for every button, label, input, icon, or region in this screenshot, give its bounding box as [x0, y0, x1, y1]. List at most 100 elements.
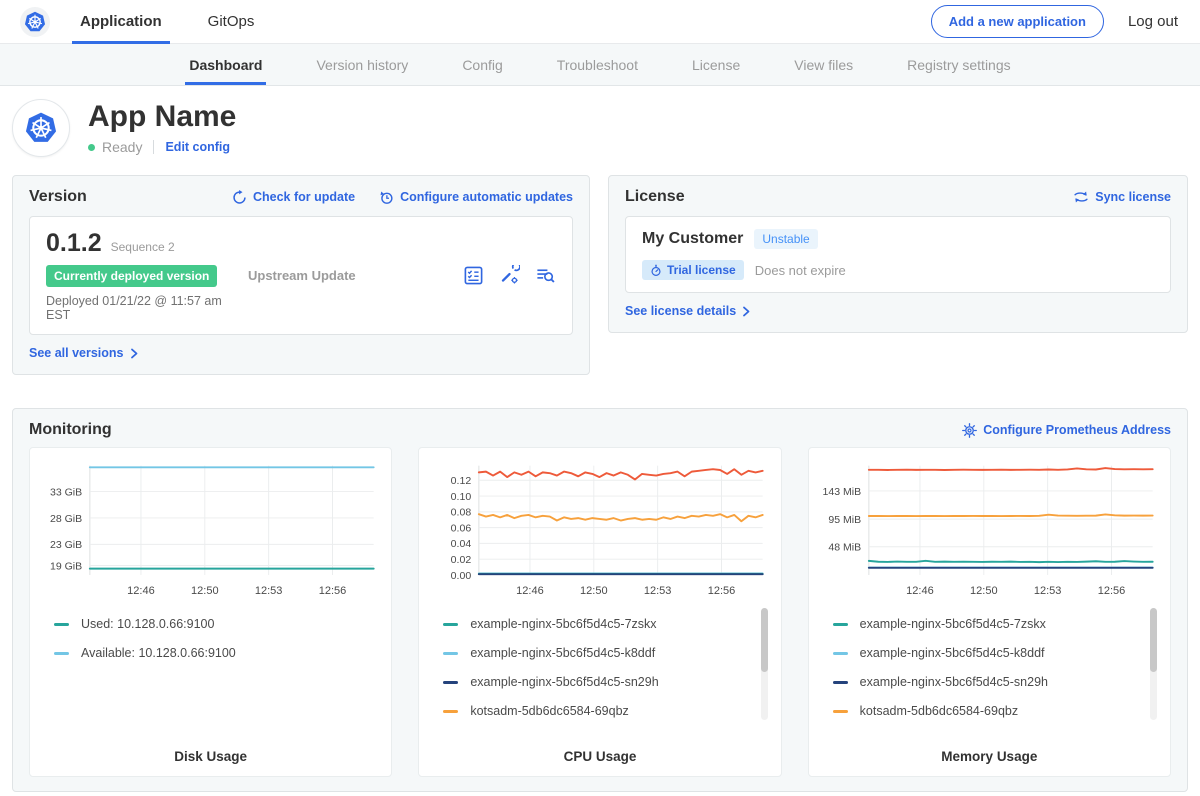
refresh-icon	[232, 190, 247, 205]
svg-text:12:53: 12:53	[255, 585, 283, 597]
scrollbar-thumb[interactable]	[1150, 608, 1157, 672]
svg-text:12:53: 12:53	[644, 585, 672, 597]
add-application-button[interactable]: Add a new application	[931, 5, 1104, 38]
page-title: App Name	[88, 101, 236, 133]
see-all-versions-label: See all versions	[29, 346, 124, 360]
tab-registry-settings[interactable]: Registry settings	[907, 44, 1010, 85]
disk-usage-chart: 12:4612:5012:5312:5633 GiB28 GiB23 GiB19…	[40, 458, 381, 602]
sync-license-label: Sync license	[1095, 190, 1171, 204]
legend-item: example-nginx-5bc6f5d4c5-k8ddf	[833, 639, 1142, 668]
cpu-usage-chart-card: 12:4612:5012:5312:560.120.100.080.060.04…	[418, 447, 781, 777]
edit-config-link[interactable]: Edit config	[165, 140, 230, 154]
deployed-badge: Currently deployed version	[46, 265, 217, 287]
stopwatch-icon	[650, 264, 662, 277]
legend-label: example-nginx-5bc6f5d4c5-sn29h	[470, 675, 658, 689]
chevron-right-icon	[129, 348, 139, 359]
tab-license[interactable]: License	[692, 44, 740, 85]
ready-status-dot	[88, 144, 95, 151]
svg-text:95 MiB: 95 MiB	[828, 514, 861, 526]
sync-license-link[interactable]: Sync license	[1073, 190, 1171, 204]
see-all-versions-link[interactable]: See all versions	[29, 346, 139, 360]
tab-troubleshoot[interactable]: Troubleshoot	[557, 44, 638, 85]
tab-dashboard[interactable]: Dashboard	[189, 44, 262, 85]
release-notes-icon[interactable]	[463, 265, 484, 286]
see-license-details-label: See license details	[625, 304, 736, 318]
tab-application[interactable]: Application	[78, 0, 164, 44]
disk-usage-chart-card: 12:4612:5012:5312:5633 GiB28 GiB23 GiB19…	[29, 447, 392, 777]
legend-scrollbar[interactable]	[761, 608, 768, 720]
disk-usage-legend: Used: 10.128.0.66:9100 Available: 10.128.…	[40, 602, 381, 745]
svg-text:0.00: 0.00	[451, 570, 472, 582]
legend-label: example-nginx-5bc6f5d4c5-k8ddf	[470, 646, 655, 660]
scrollbar-thumb[interactable]	[761, 608, 768, 672]
svg-text:0.08: 0.08	[451, 507, 472, 519]
chevron-right-icon	[741, 306, 751, 317]
version-source-label: Upstream Update	[248, 268, 463, 283]
tab-version-history[interactable]: Version history	[316, 44, 408, 85]
svg-text:12:46: 12:46	[127, 585, 155, 597]
configure-automatic-updates-link[interactable]: Configure automatic updates	[379, 190, 573, 205]
chart-title: CPU Usage	[429, 745, 770, 764]
license-type-badge: Trial license	[642, 260, 744, 280]
legend-item: example-nginx-5bc6f5d4c5-7zskx	[833, 610, 1142, 639]
legend-color-dash	[443, 710, 458, 713]
deployed-timestamp: Deployed 01/21/22 @ 11:57 am EST	[46, 294, 248, 322]
svg-text:12:56: 12:56	[708, 585, 736, 597]
legend-label: Available: 10.128.0.66:9100	[81, 646, 236, 660]
kubernetes-logo-icon	[20, 7, 50, 37]
legend-scrollbar[interactable]	[1150, 608, 1157, 720]
license-expiry: Does not expire	[755, 263, 846, 278]
current-version-panel: 0.1.2 Sequence 2 Currently deployed vers…	[29, 216, 573, 335]
svg-text:0.02: 0.02	[451, 554, 472, 566]
svg-text:12:50: 12:50	[970, 585, 998, 597]
legend-item: example-nginx-5bc6f5d4c5-7zskx	[443, 610, 752, 639]
logout-button[interactable]: Log out	[1128, 13, 1178, 30]
check-for-update-link[interactable]: Check for update	[232, 190, 355, 205]
configure-automatic-updates-label: Configure automatic updates	[400, 190, 573, 204]
svg-text:33 GiB: 33 GiB	[50, 486, 82, 498]
license-card-title: License	[625, 188, 685, 206]
svg-text:0.06: 0.06	[451, 522, 472, 534]
svg-text:12:56: 12:56	[319, 585, 347, 597]
legend-label: example-nginx-5bc6f5d4c5-k8ddf	[860, 646, 1045, 660]
legend-color-dash	[54, 652, 69, 655]
deploy-logs-icon[interactable]	[535, 265, 556, 286]
legend-color-dash	[443, 623, 458, 626]
cpu-usage-chart: 12:4612:5012:5312:560.120.100.080.060.04…	[429, 458, 770, 602]
see-license-details-link[interactable]: See license details	[625, 304, 751, 318]
svg-text:12:50: 12:50	[191, 585, 219, 597]
legend-label: kotsadm-5db6dc6584-69qbz	[470, 704, 628, 718]
version-card-title: Version	[29, 188, 87, 206]
tab-view-files[interactable]: View files	[794, 44, 853, 85]
configure-prometheus-label: Configure Prometheus Address	[983, 423, 1171, 437]
legend-label: kotsadm-5db6dc6584-69qbz	[860, 704, 1018, 718]
svg-text:12:46: 12:46	[516, 585, 544, 597]
legend-color-dash	[443, 681, 458, 684]
channel-badge: Unstable	[754, 229, 817, 249]
app-sub-nav: Dashboard Version history Config Trouble…	[0, 44, 1200, 86]
memory-usage-legend: example-nginx-5bc6f5d4c5-7zskx example-ng…	[819, 602, 1160, 745]
auto-update-clock-icon	[379, 190, 394, 205]
kubernetes-logo-icon	[23, 10, 47, 34]
version-card: Version Check for update Configure au	[12, 175, 590, 375]
legend-label: Used: 10.128.0.66:9100	[81, 617, 214, 631]
legend-label: example-nginx-5bc6f5d4c5-sn29h	[860, 675, 1048, 689]
svg-text:19 GiB: 19 GiB	[50, 560, 82, 572]
status-text: Ready	[102, 139, 142, 155]
configure-prometheus-link[interactable]: Configure Prometheus Address	[962, 423, 1171, 438]
svg-text:0.12: 0.12	[451, 475, 472, 487]
svg-text:12:50: 12:50	[580, 585, 608, 597]
svg-text:12:46: 12:46	[906, 585, 934, 597]
divider	[153, 140, 154, 154]
legend-color-dash	[443, 652, 458, 655]
version-number: 0.1.2	[46, 229, 102, 258]
svg-text:0.04: 0.04	[451, 538, 472, 550]
config-wrench-icon[interactable]	[499, 265, 520, 286]
chart-title: Disk Usage	[40, 745, 381, 764]
kubernetes-app-icon	[12, 99, 70, 157]
cards-row: Version Check for update Configure au	[12, 175, 1188, 375]
legend-color-dash	[833, 710, 848, 713]
legend-label: example-nginx-5bc6f5d4c5-7zskx	[470, 617, 656, 631]
tab-gitops[interactable]: GitOps	[206, 0, 257, 44]
tab-config[interactable]: Config	[462, 44, 502, 85]
